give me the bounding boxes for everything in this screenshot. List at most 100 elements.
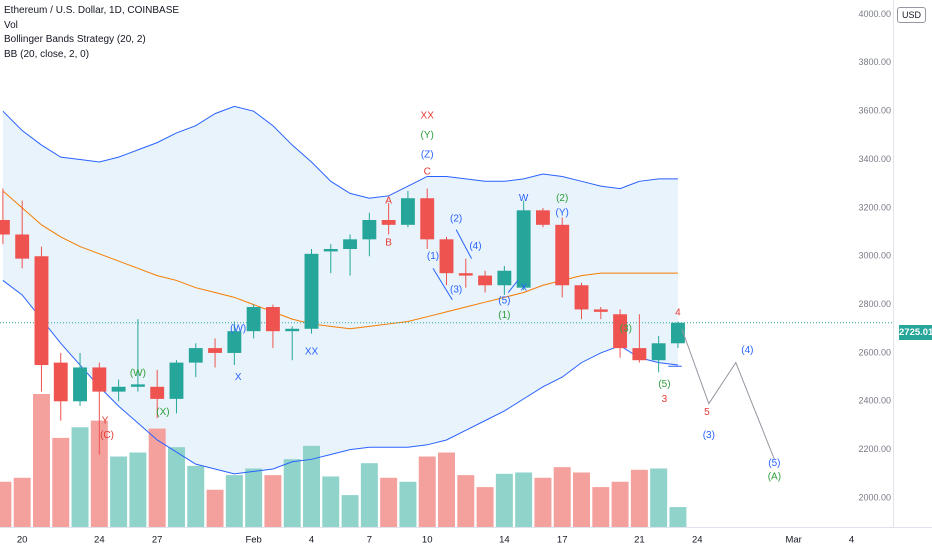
candle-body	[265, 307, 280, 332]
candle-body	[343, 239, 358, 249]
candle-body	[169, 362, 184, 399]
time-tick-label: 24	[692, 535, 703, 546]
time-tick-label: Mar	[785, 535, 801, 546]
candle-body	[73, 367, 87, 402]
wave-label: (4)	[469, 241, 481, 252]
time-tick-label: Feb	[245, 535, 261, 546]
volume-bar	[303, 445, 320, 527]
wave-label: W	[519, 193, 529, 204]
wave-label: (1)	[427, 251, 439, 262]
volume-bar	[515, 472, 533, 527]
wave-label: (W)	[230, 323, 246, 334]
volume-bar	[264, 475, 282, 527]
time-tick-label: 27	[152, 535, 163, 546]
candle-body	[632, 348, 647, 361]
volume-bar	[0, 481, 12, 527]
volume-bar	[225, 475, 243, 527]
candle-body	[227, 331, 242, 353]
plot-area: XX (Y) (Z) C A B W (2) (Y) (2) (4) (1) (3) X (5) (1) (W)…	[0, 105, 893, 527]
volume-bar	[630, 469, 648, 527]
candle-body	[613, 314, 628, 349]
wave-label: 5	[704, 407, 710, 418]
symbol-title[interactable]: Ethereum / U.S. Dollar, 1D, COINBASE	[4, 5, 180, 16]
wave-label: (5)	[498, 296, 510, 307]
volume-bar	[32, 394, 50, 527]
volume-bar	[13, 477, 31, 527]
price-tick-label: 2200.00	[858, 444, 891, 454]
wave-label: (C)	[100, 430, 114, 441]
wave-line	[432, 268, 453, 301]
wave-line	[507, 280, 519, 293]
wave-line	[455, 229, 473, 259]
candle-body	[420, 198, 435, 240]
currency-button[interactable]: USD	[896, 7, 926, 23]
volume-bar	[187, 465, 205, 527]
volume-bar	[129, 452, 147, 527]
price-tick-label: 3000.00	[858, 251, 891, 261]
candle-body	[439, 239, 454, 274]
volume-bar	[110, 456, 128, 527]
candle-body	[516, 210, 531, 288]
candle-body	[111, 386, 126, 392]
candle-body	[304, 253, 319, 329]
candle-body	[53, 362, 68, 402]
candle-body	[323, 248, 338, 252]
wave-label: Y	[102, 415, 109, 426]
candle-body	[362, 219, 377, 240]
wave-label: XX	[421, 111, 435, 122]
wave-label: (2)	[556, 193, 568, 204]
candle-body	[188, 348, 203, 363]
volume-bar	[650, 468, 668, 527]
wave-label: A	[385, 195, 392, 206]
volume-bar	[148, 428, 166, 527]
wave-label: (1)	[498, 310, 510, 321]
time-tick-label: 14	[499, 535, 510, 546]
volume-bar	[90, 420, 108, 527]
volume-bar	[380, 477, 398, 527]
time-tick-label: 17	[557, 535, 568, 546]
candle-body	[92, 367, 107, 392]
price-tick-label: 3200.00	[858, 202, 891, 212]
candle-body	[400, 198, 415, 225]
indicator-vol[interactable]: Vol	[4, 19, 18, 31]
volume-bar	[418, 456, 436, 527]
wave-label: 4	[675, 308, 681, 319]
volume-bar	[534, 477, 552, 527]
wave-label: B	[385, 238, 392, 249]
wave-label: X	[520, 282, 527, 293]
price-tick-label: 3800.00	[858, 57, 891, 67]
volume-bar	[476, 487, 494, 527]
indicator-bb[interactable]: BB (20, close, 2, 0)	[4, 48, 90, 60]
candle-body	[208, 348, 222, 353]
time-tick-label: 4	[849, 535, 854, 546]
time-tick-label: 7	[367, 535, 372, 546]
price-tick-label: 2800.00	[858, 299, 891, 309]
time-tick-label: 21	[634, 535, 645, 546]
volume-bar	[322, 476, 340, 527]
candle-body	[574, 285, 589, 310]
volume-bar	[341, 495, 359, 527]
candle-body	[593, 309, 608, 312]
wave-label: (X)	[156, 407, 169, 418]
candle-body	[150, 386, 165, 399]
wave-label: (5)	[768, 458, 780, 469]
candle-body	[651, 343, 666, 361]
wave-label: (3)	[620, 323, 632, 334]
price-tick-label: 3400.00	[858, 154, 891, 164]
projection-path	[681, 328, 775, 460]
volume-bar	[399, 481, 417, 527]
price-tick-label: 3600.00	[858, 106, 891, 116]
volume-bar	[52, 437, 70, 527]
wave-label: (3)	[450, 285, 462, 296]
candle-body	[458, 273, 473, 276]
wave-label: (W)	[130, 368, 146, 379]
wave-label: (5)	[658, 379, 670, 390]
volume-bar	[669, 507, 687, 527]
indicator-bb-strategy[interactable]: Bollinger Bands Strategy (20, 2)	[4, 34, 146, 45]
last-price-label: 2725.01	[899, 325, 932, 340]
candle-body	[285, 328, 300, 332]
wave-label: (A)	[768, 472, 781, 483]
price-tick-label: 4000.00	[858, 9, 891, 19]
